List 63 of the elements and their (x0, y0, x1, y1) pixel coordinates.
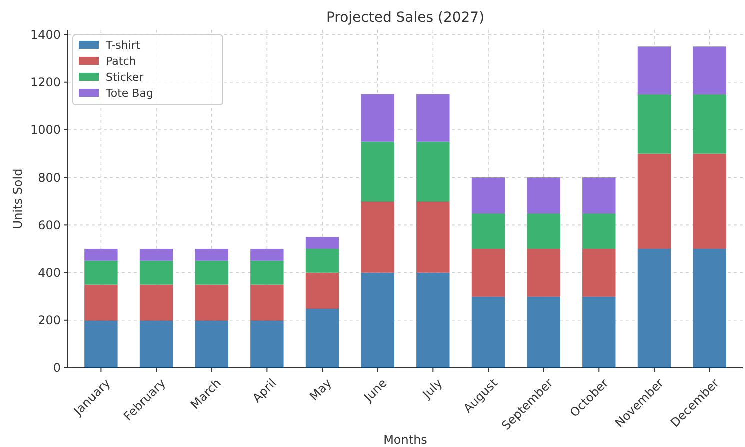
legend-label: Sticker (106, 70, 144, 84)
y-tick-label: 0 (53, 361, 61, 376)
legend-label: Patch (106, 54, 136, 68)
bar (84, 284, 118, 320)
bar (416, 142, 450, 202)
bar (693, 154, 726, 249)
bar (416, 272, 450, 368)
bar (361, 201, 394, 273)
bar (582, 178, 616, 214)
bar (306, 248, 340, 273)
y-tick-label: 1200 (30, 76, 61, 90)
bar (140, 260, 174, 285)
y-tick-label: 1000 (30, 123, 61, 138)
bar (527, 296, 560, 368)
bar (472, 213, 506, 249)
bar (250, 260, 284, 285)
bar (250, 284, 284, 320)
bar (140, 284, 174, 320)
bar (693, 46, 726, 94)
bar (84, 260, 118, 285)
bar (527, 213, 560, 249)
bar (416, 201, 450, 273)
bar (638, 94, 672, 154)
bar (693, 94, 726, 154)
bar (472, 248, 506, 297)
legend-label: Tote Bag (105, 86, 154, 100)
bar (582, 213, 616, 249)
bar (84, 248, 118, 261)
bar (250, 320, 284, 368)
bar (195, 260, 228, 285)
bar (472, 178, 506, 214)
bar (361, 142, 394, 202)
bar (582, 296, 616, 368)
bar (527, 178, 560, 214)
bar (195, 284, 228, 320)
bar (195, 320, 228, 368)
bar (527, 248, 560, 297)
y-tick-label: 800 (38, 170, 61, 185)
bar (582, 248, 616, 297)
y-tick-label: 1400 (30, 28, 61, 42)
y-tick-label: 600 (38, 218, 61, 232)
bar (195, 248, 228, 261)
bar (306, 272, 340, 308)
x-axis-title: Months (384, 433, 428, 447)
chart-title: Projected Sales (2027) (326, 10, 485, 26)
bar (140, 248, 174, 261)
bar (140, 320, 174, 368)
bar (638, 46, 672, 94)
bar (306, 308, 340, 368)
y-tick-label: 400 (38, 266, 61, 280)
bar (472, 296, 506, 368)
legend-label: T-shirt (105, 38, 141, 52)
y-tick-label: 200 (38, 314, 61, 328)
y-axis-title: Units Sold (11, 168, 25, 230)
bar (693, 248, 726, 368)
bar (361, 272, 394, 368)
bar (84, 320, 118, 368)
bar (416, 94, 450, 142)
bar (361, 94, 394, 142)
bar (638, 248, 672, 368)
bar (306, 237, 340, 249)
bar (638, 154, 672, 249)
bar (250, 248, 284, 261)
